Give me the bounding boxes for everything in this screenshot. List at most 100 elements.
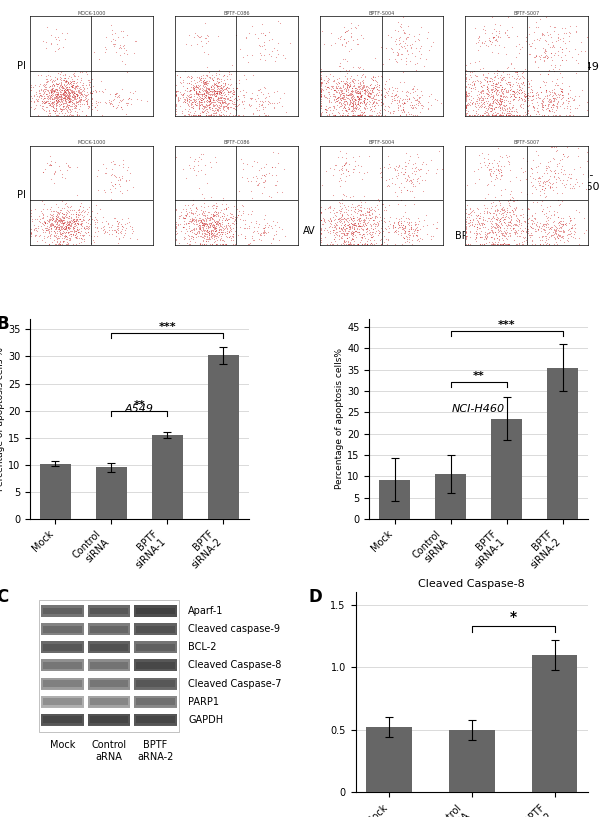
Point: [195, 73, 205, 86]
Point: [205, 94, 215, 107]
Point: [433, 93, 442, 106]
Point: [210, 216, 220, 229]
Point: [353, 95, 363, 108]
Point: [356, 230, 365, 243]
Point: [329, 74, 339, 87]
Point: [44, 87, 54, 100]
Point: [477, 230, 487, 243]
Point: [335, 92, 344, 105]
Point: [401, 212, 410, 225]
Point: [56, 214, 66, 227]
Point: [414, 176, 424, 190]
Point: [269, 86, 278, 99]
Point: [413, 223, 422, 236]
Point: [328, 238, 337, 251]
Point: [393, 216, 403, 229]
Point: [374, 83, 384, 96]
Point: [326, 205, 335, 218]
Point: [124, 160, 133, 173]
Point: [216, 87, 226, 100]
Point: [519, 89, 529, 102]
Point: [32, 225, 42, 238]
Point: [211, 88, 221, 101]
Point: [56, 87, 65, 100]
Point: [200, 76, 209, 89]
Point: [61, 91, 70, 104]
Point: [490, 109, 500, 122]
Point: [512, 65, 522, 78]
Point: [275, 92, 285, 105]
Point: [476, 225, 486, 238]
Point: [479, 151, 488, 164]
Point: [52, 213, 62, 226]
Point: [532, 33, 542, 46]
Point: [405, 173, 415, 186]
Point: [396, 166, 406, 179]
Point: [551, 34, 561, 47]
Point: [50, 216, 60, 229]
Point: [556, 217, 565, 230]
Point: [66, 219, 76, 232]
Point: [352, 214, 362, 227]
Point: [346, 88, 356, 101]
Bar: [88, 605, 130, 617]
Point: [174, 209, 184, 222]
Point: [356, 99, 365, 112]
Point: [512, 85, 521, 98]
Point: [343, 88, 353, 101]
Point: [74, 102, 83, 115]
Point: [533, 60, 543, 74]
Point: [532, 219, 541, 232]
Point: [258, 87, 268, 100]
Point: [387, 42, 397, 55]
Point: [196, 199, 206, 212]
Point: [45, 69, 55, 83]
Point: [199, 87, 209, 100]
Point: [544, 173, 553, 186]
Point: [206, 228, 215, 241]
Point: [488, 235, 497, 248]
Point: [343, 100, 353, 114]
Point: [344, 98, 353, 111]
Point: [494, 98, 504, 111]
Point: [178, 73, 188, 86]
Point: [492, 66, 502, 79]
Point: [325, 200, 334, 213]
Point: [74, 203, 83, 217]
Point: [73, 221, 82, 234]
Point: [540, 230, 550, 243]
Point: [66, 228, 76, 241]
Point: [229, 102, 239, 115]
Point: [380, 109, 390, 122]
Point: [528, 100, 538, 114]
Point: [196, 86, 205, 99]
Point: [511, 85, 521, 98]
Point: [568, 221, 577, 234]
Point: [331, 221, 340, 234]
Point: [495, 100, 505, 114]
Point: [203, 90, 213, 103]
Point: [527, 86, 536, 99]
Point: [56, 90, 66, 103]
Point: [337, 92, 347, 105]
Text: BPTF siRNA-1: BPTF siRNA-1: [349, 230, 414, 240]
Point: [181, 102, 190, 115]
Point: [47, 85, 57, 98]
Point: [201, 228, 211, 241]
Point: [109, 224, 119, 237]
Point: [73, 210, 83, 223]
Point: [484, 85, 494, 98]
Point: [528, 221, 538, 234]
Point: [200, 231, 209, 244]
Point: [538, 217, 548, 230]
Point: [62, 91, 72, 104]
Point: [357, 208, 367, 221]
Point: [504, 218, 514, 231]
Point: [511, 213, 520, 226]
Point: [242, 172, 252, 185]
Point: [69, 89, 79, 102]
Point: [44, 222, 54, 235]
Point: [54, 95, 64, 108]
Point: [323, 86, 333, 99]
Point: [316, 77, 326, 90]
